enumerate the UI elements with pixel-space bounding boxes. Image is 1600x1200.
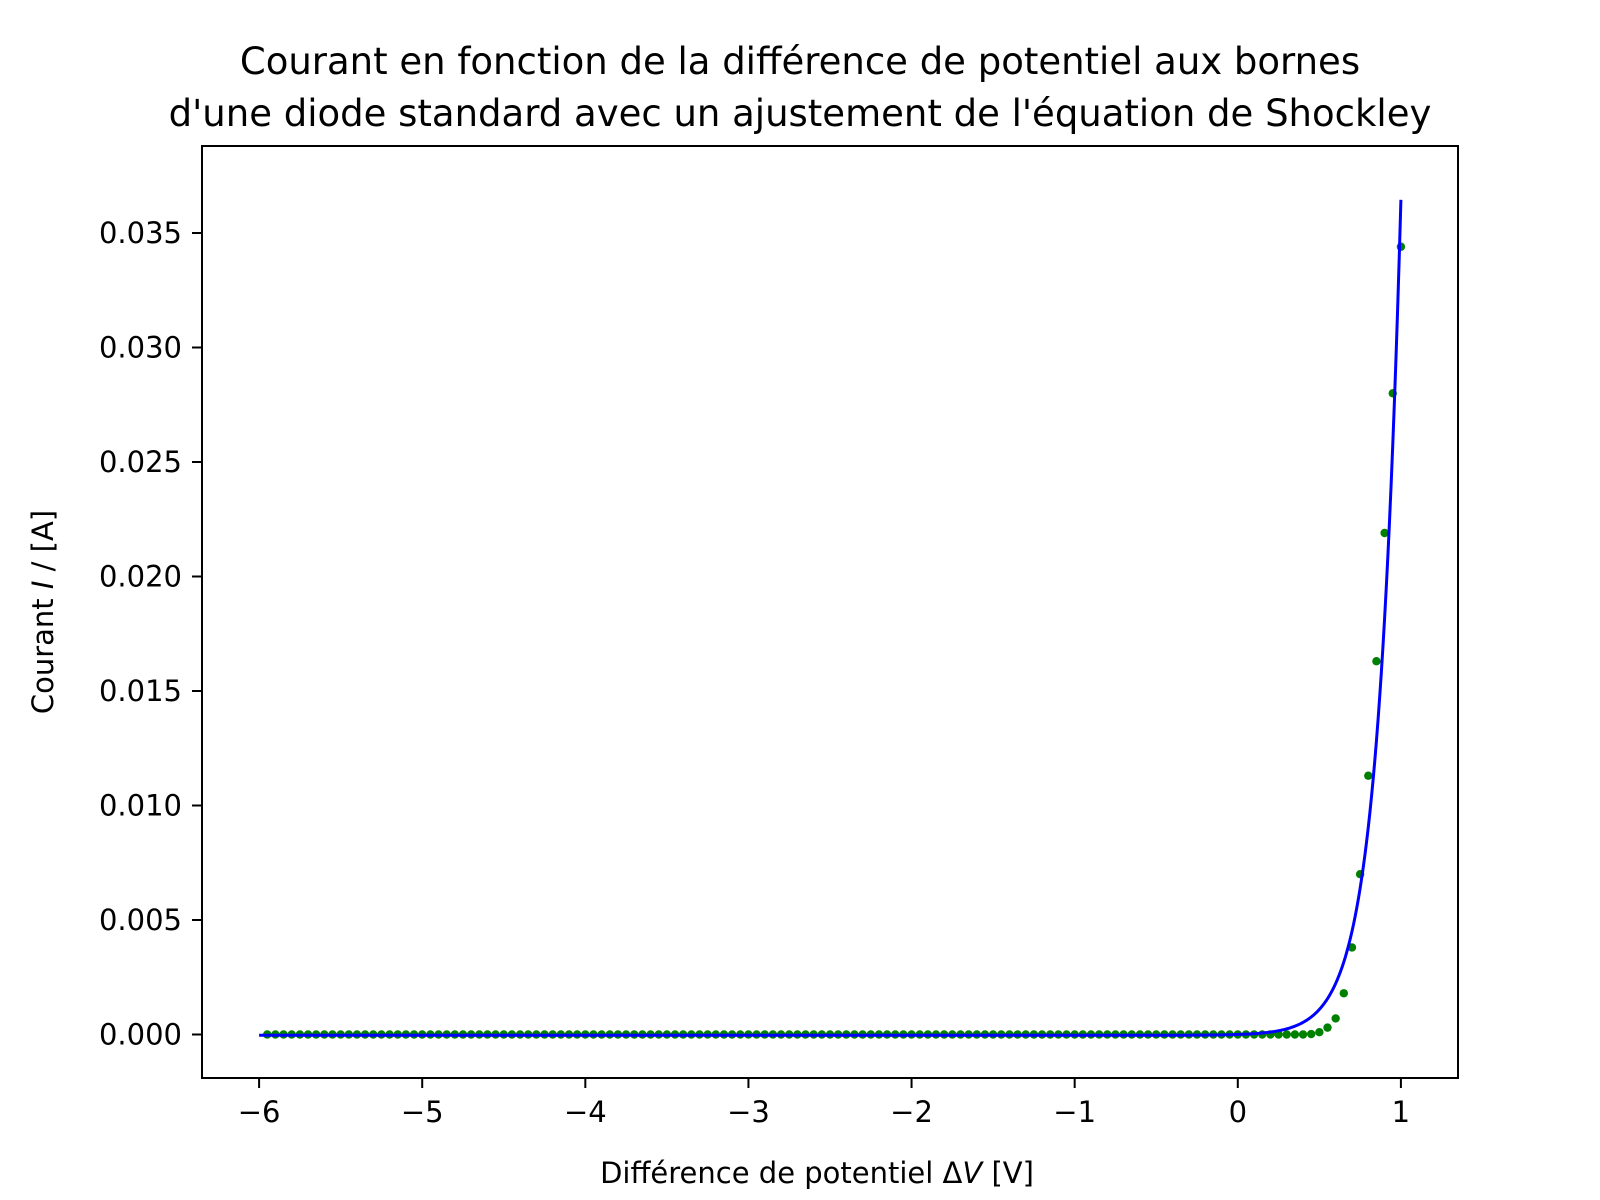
- y-tick-label: 0.005: [99, 903, 182, 937]
- x-tick-label: −6: [238, 1095, 281, 1129]
- fit-curve: [259, 199, 1403, 1037]
- chart-title-line-2: d'une diode standard avec un ajustement …: [168, 92, 1432, 135]
- y-tick-label: 0.025: [99, 445, 182, 479]
- x-tick-label: 1: [1392, 1095, 1410, 1129]
- y-tick-label: 0.015: [99, 674, 182, 708]
- y-tick-label: 0.035: [99, 216, 182, 250]
- data-point: [1306, 1029, 1316, 1039]
- data-point: [1315, 1028, 1324, 1037]
- x-tick-label: −3: [727, 1095, 770, 1129]
- y-axis-label: Courant I / [A]: [26, 510, 60, 714]
- chart-title-line-1: Courant en fonction de la différence de …: [239, 40, 1361, 83]
- y-axis: 0.000 0.005 0.010 0.015 0.020 0.025 0.030 0.035: [99, 216, 202, 1051]
- data-point: [1323, 1023, 1332, 1032]
- data-point: [1364, 771, 1373, 780]
- axes-frame: [201, 145, 1459, 1079]
- x-tick-label: 0: [1229, 1095, 1247, 1129]
- x-tick-label: −4: [564, 1095, 607, 1129]
- y-tick-label: 0.010: [99, 788, 182, 822]
- x-axis-label: Différence de potentiel ΔV [V]: [600, 1156, 1034, 1190]
- chart-title: Courant en fonction de la différence de …: [0, 36, 1600, 140]
- data-point: [1331, 1014, 1340, 1023]
- plot-area: [259, 199, 1406, 1039]
- y-tick-label: 0.020: [99, 560, 182, 594]
- x-tick-label: −2: [890, 1095, 933, 1129]
- x-tick-label: −5: [401, 1095, 444, 1129]
- data-point: [1282, 1030, 1291, 1039]
- y-tick-label: 0.000: [99, 1017, 182, 1051]
- data-point: [1339, 989, 1349, 998]
- x-tick-label: −1: [1053, 1095, 1096, 1129]
- data-point: [1298, 1030, 1308, 1039]
- data-point: [1290, 1030, 1300, 1039]
- y-tick-label: 0.030: [99, 331, 182, 365]
- data-point: [1380, 528, 1389, 538]
- x-axis: −6 −5 −4 −3 −2 −1 0 1: [238, 1078, 1410, 1129]
- data-point: [1372, 657, 1381, 666]
